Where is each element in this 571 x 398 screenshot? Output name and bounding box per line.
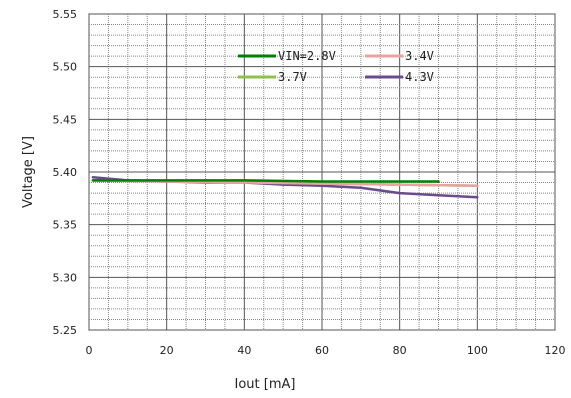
x-tick-label: 60 bbox=[315, 344, 329, 357]
legend-label: 3.7V bbox=[278, 70, 307, 84]
x-tick-label: 0 bbox=[86, 344, 93, 357]
x-axis-title: Iout [mA] bbox=[235, 377, 296, 392]
series-line bbox=[91, 179, 440, 183]
y-tick-label: 5.30 bbox=[53, 271, 78, 284]
x-tick-label: 20 bbox=[160, 344, 174, 357]
legend-label: VIN=2.8V bbox=[278, 49, 336, 63]
legend-label: 3.4V bbox=[405, 49, 434, 63]
y-tick-label: 5.50 bbox=[53, 61, 78, 74]
y-tick-label: 5.40 bbox=[53, 166, 78, 179]
y-axis-title: Voltage [V] bbox=[21, 136, 36, 208]
x-tick-label: 40 bbox=[237, 344, 251, 357]
grid-lines bbox=[88, 13, 556, 331]
y-tick-label: 5.55 bbox=[53, 8, 78, 21]
y-tick-label: 5.35 bbox=[53, 219, 78, 232]
x-tick-label: 100 bbox=[467, 344, 488, 357]
series-group bbox=[91, 176, 479, 199]
y-tick-label: 5.25 bbox=[53, 324, 78, 337]
axes: 0 20 40 60 80 100 120 5.25 5.30 5.35 5.40 5.45 5.50 5… bbox=[53, 8, 566, 357]
legend: VIN=2.8V 3.4V 3.7V 4.3V bbox=[238, 49, 434, 84]
x-tick-label: 80 bbox=[393, 344, 407, 357]
y-tick-label: 5.45 bbox=[53, 113, 78, 126]
x-tick-label: 120 bbox=[545, 344, 566, 357]
legend-label: 4.3V bbox=[405, 70, 434, 84]
